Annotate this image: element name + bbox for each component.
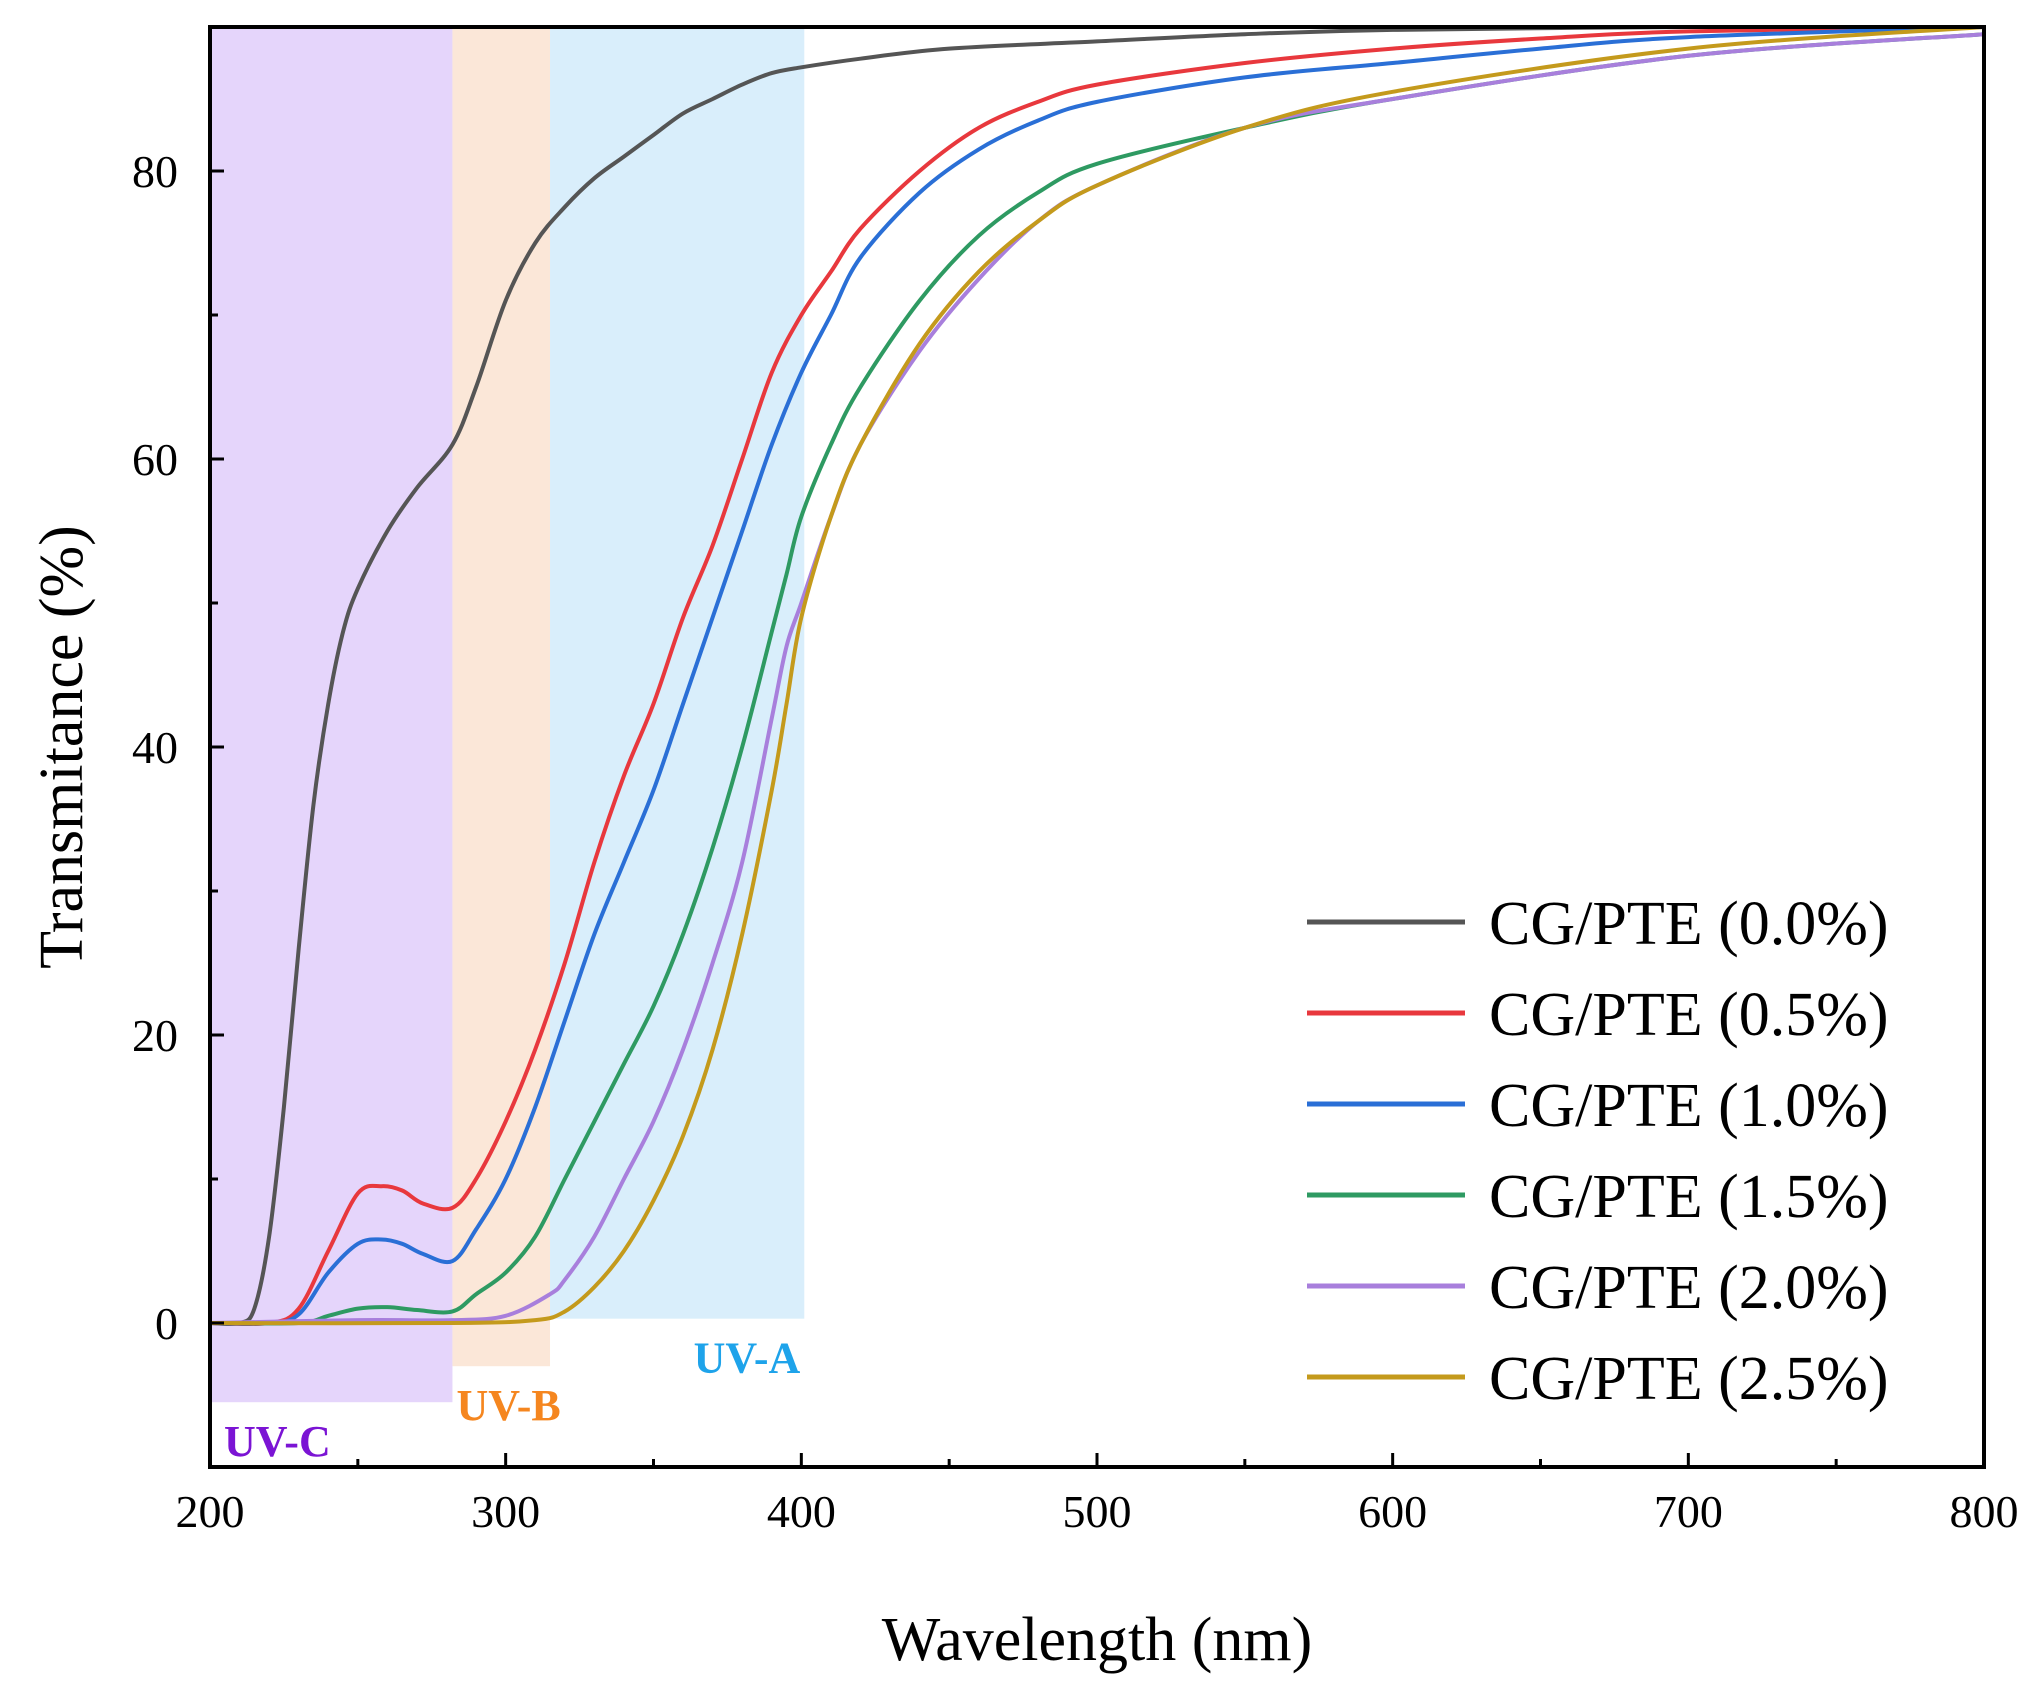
- legend-label: CG/PTE (2.5%): [1489, 1345, 1889, 1413]
- band-uv-b: [452, 27, 551, 1367]
- x-tick-label: 400: [767, 1486, 836, 1537]
- y-tick-label: 80: [132, 146, 178, 197]
- y-tick-label: 40: [132, 722, 178, 773]
- y-axis-title: Transmitance (%): [28, 525, 96, 969]
- band-uv-c: [210, 27, 453, 1403]
- uv-band-labels: UV-C UV-B UV-A: [224, 1334, 801, 1467]
- x-tick-label: 800: [1950, 1486, 2019, 1537]
- band-uv-a: [550, 27, 805, 1319]
- legend: CG/PTE (0.0%) CG/PTE (0.5%) CG/PTE (1.0%) C…: [1307, 890, 1889, 1413]
- legend-label: CG/PTE (1.5%): [1489, 1163, 1889, 1231]
- band-label-uv-b: UV-B: [456, 1381, 560, 1430]
- x-tick-label: 700: [1654, 1486, 1723, 1537]
- series-lines: [210, 27, 1984, 1327]
- series-line-0: [210, 27, 1984, 1327]
- series-line-2: [210, 27, 1984, 1326]
- band-label-uv-a: UV-A: [694, 1334, 801, 1383]
- x-tick-label: 300: [471, 1486, 540, 1537]
- y-tick-label: 0: [155, 1298, 178, 1349]
- x-tick-label: 500: [1063, 1486, 1132, 1537]
- legend-label: CG/PTE (0.5%): [1489, 981, 1889, 1049]
- band-label-uv-c: UV-C: [224, 1417, 331, 1466]
- axis-ticks: 200 300 400 500 600 700 800 0 20 40 60 80: [132, 146, 2019, 1537]
- x-tick-label: 200: [176, 1486, 245, 1537]
- uv-bands: [210, 27, 805, 1403]
- y-tick-label: 60: [132, 434, 178, 485]
- legend-label: CG/PTE (0.0%): [1489, 890, 1889, 958]
- x-tick-label: 600: [1358, 1486, 1427, 1537]
- x-axis-title: Wavelength (nm): [882, 1606, 1313, 1674]
- series-line-1: [210, 27, 1984, 1327]
- series-line-5: [210, 27, 1984, 1326]
- legend-label: CG/PTE (1.0%): [1489, 1072, 1889, 1140]
- y-tick-label: 20: [132, 1010, 178, 1061]
- legend-label: CG/PTE (2.0%): [1489, 1254, 1889, 1322]
